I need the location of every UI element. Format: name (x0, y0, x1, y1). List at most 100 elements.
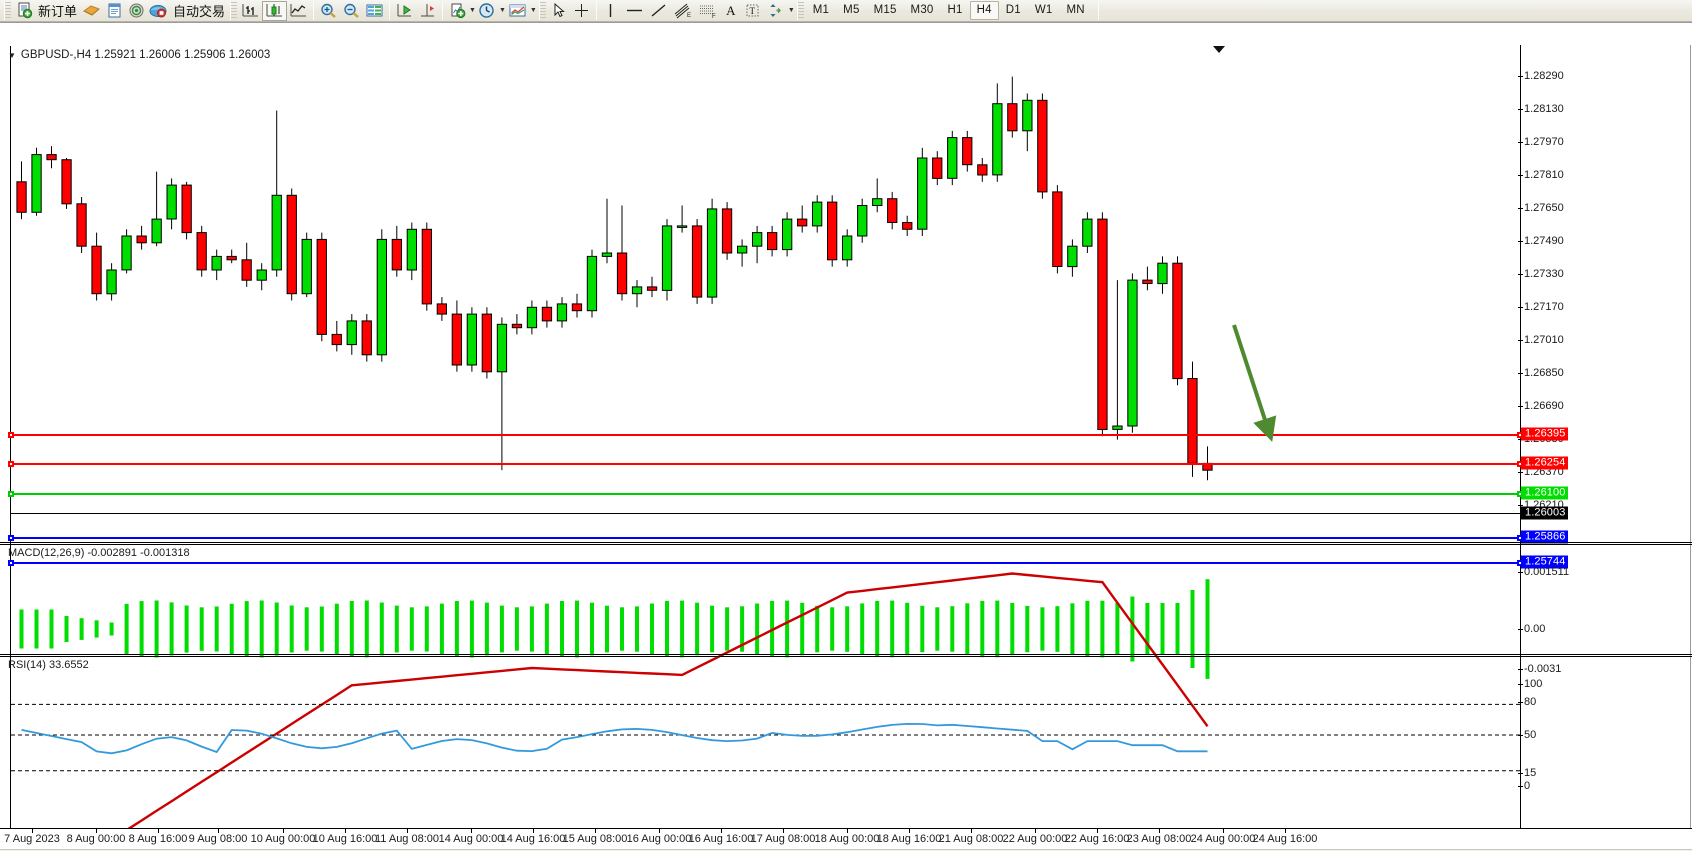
new-order-label[interactable]: 新订单 (38, 4, 78, 19)
indicators-chevron-down-icon[interactable]: ▼ (469, 7, 476, 14)
timeframe-h1[interactable]: H1 (947, 4, 963, 16)
period-chevron-down-icon[interactable]: ▼ (498, 7, 506, 14)
zoom-in-icon[interactable] (317, 1, 340, 21)
price-tick-label: 1.28290 (1524, 70, 1564, 82)
templates-chevron-down-icon[interactable]: ▼ (529, 7, 537, 14)
timeframe-w1[interactable]: W1 (1034, 4, 1053, 16)
time-axis-label: 8 Aug 00:00 (66, 833, 126, 845)
timeframe-m1[interactable]: M1 (812, 4, 830, 16)
time-axis-label: 9 Aug 08:00 (188, 833, 248, 845)
time-axis-tick (533, 829, 534, 833)
chart-area[interactable]: ▼ GBPUSD-,H4 1.25921 1.26006 1.25906 1.2… (0, 22, 1692, 851)
toolbar-grip[interactable] (4, 1, 11, 20)
grid-icon[interactable] (363, 1, 386, 21)
chart-shift-icon[interactable] (416, 1, 439, 21)
timeframe-m15[interactable]: M15 (873, 4, 897, 16)
zoom-out-icon[interactable] (340, 1, 363, 21)
data-window-icon[interactable] (103, 1, 125, 21)
price-tick-label: 1.27810 (1524, 169, 1564, 181)
timeframe-d1[interactable]: D1 (1005, 4, 1021, 16)
macd-tick-mark (1518, 629, 1523, 630)
period-icon[interactable] (476, 1, 498, 21)
price-line-handle[interactable] (8, 534, 14, 541)
macd-tick-mark (1518, 669, 1523, 670)
crosshair-icon[interactable] (570, 1, 593, 21)
price-axis[interactable] (1520, 45, 1521, 851)
macd-pane-separator-2 (0, 544, 1692, 545)
time-axis-tick (345, 829, 346, 833)
price-tick-mark (1518, 274, 1523, 275)
price-tick-mark (1518, 109, 1523, 110)
time-axis-label: 23 Aug 08:00 (1126, 833, 1192, 845)
trendline-icon[interactable] (647, 1, 670, 21)
chart-menu-chevron-down-icon[interactable]: ▼ (8, 50, 16, 60)
price-label-target-blue-lower: 1.25744 (1521, 555, 1569, 569)
time-axis-tick (471, 829, 472, 833)
price-line-handle[interactable] (8, 460, 14, 467)
equidistant-channel-icon[interactable]: E (670, 1, 695, 21)
time-axis-tick (595, 829, 596, 833)
timeframe-mn[interactable]: MN (1066, 4, 1085, 16)
indicators-icon[interactable] (446, 1, 468, 21)
auto-trading-label[interactable]: 自动交易 (173, 4, 226, 19)
price-tick-mark (1518, 241, 1523, 242)
timeframe-m5[interactable]: M5 (843, 4, 860, 16)
auto-scroll-icon[interactable] (393, 1, 416, 21)
text-label-icon[interactable]: A (726, 2, 736, 18)
timeframe-h4[interactable]: H4 (969, 1, 999, 20)
price-tick-mark (1518, 142, 1523, 143)
time-axis-tick (971, 829, 972, 833)
macd-tick-label: 0.00 (1524, 623, 1546, 635)
time-axis-label: 21 Aug 08:00 (938, 833, 1004, 845)
text-box-icon[interactable]: T (742, 1, 764, 21)
market-watch-icon[interactable] (147, 1, 170, 21)
price-tick-mark (1518, 472, 1523, 473)
rsi-tick-label: 15 (1524, 767, 1537, 779)
price-tick-label: 1.27330 (1524, 268, 1564, 280)
macd-tick-label: 0.001511 (1524, 566, 1570, 578)
time-axis-label: 22 Aug 16:00 (1064, 833, 1130, 845)
time-axis-label: 14 Aug 00:00 (438, 833, 504, 845)
expert-advisor-icon[interactable] (80, 1, 103, 21)
objects-chevron-down-icon[interactable]: ▼ (787, 7, 795, 14)
time-axis-tick (1097, 829, 1098, 833)
bar-chart-icon[interactable] (239, 1, 262, 21)
time-axis[interactable]: 7 Aug 2023 8 Aug 00:00 8 Aug 16:00 9 Aug 08… (0, 828, 1692, 851)
cursor-icon[interactable] (548, 1, 570, 21)
vertical-line-icon[interactable] (600, 1, 622, 21)
price-tick-label: 1.27490 (1524, 235, 1564, 247)
new-order-icon[interactable] (13, 1, 35, 21)
toolbar-grip-2[interactable] (230, 1, 238, 20)
rsi-tick-label: 0 (1524, 780, 1531, 792)
time-axis-tick (1159, 829, 1160, 833)
timeframe-m30[interactable]: M30 (910, 4, 934, 16)
fibonacci-icon[interactable]: F (695, 1, 720, 21)
price-tick-mark (1518, 373, 1523, 374)
price-line-current-price[interactable] (11, 513, 1520, 514)
navigator-icon[interactable] (125, 1, 147, 21)
time-axis-tick (847, 829, 848, 833)
rsi-tick-mark (1518, 684, 1523, 685)
price-tick-label: 1.26690 (1524, 400, 1564, 412)
templates-icon[interactable] (506, 1, 529, 21)
toolbar-grip-4[interactable] (796, 1, 804, 20)
window-bottom-edge (0, 849, 1692, 851)
svg-text:F: F (712, 14, 716, 19)
line-chart-icon[interactable] (287, 1, 310, 21)
price-line-handle[interactable] (8, 431, 14, 438)
price-tick-mark (1518, 208, 1523, 209)
horizontal-line-icon[interactable] (622, 1, 647, 21)
price-line-handle[interactable] (8, 559, 14, 566)
objects-icon[interactable] (764, 1, 787, 21)
left-axis (10, 46, 11, 851)
toolbar-grip-3[interactable] (538, 1, 546, 20)
price-line-resistance-upper[interactable] (8, 431, 1523, 438)
time-axis-label: 15 Aug 08:00 (562, 833, 628, 845)
time-axis-tick (283, 829, 284, 833)
time-axis-tick (1223, 829, 1224, 833)
candlestick-chart-icon[interactable] (262, 0, 288, 21)
time-axis-label: 10 Aug 16:00 (312, 833, 378, 845)
time-axis-label: 22 Aug 00:00 (1002, 833, 1068, 845)
main-toolbar: 新订单 (0, 0, 1692, 22)
price-line-handle[interactable] (8, 490, 14, 497)
